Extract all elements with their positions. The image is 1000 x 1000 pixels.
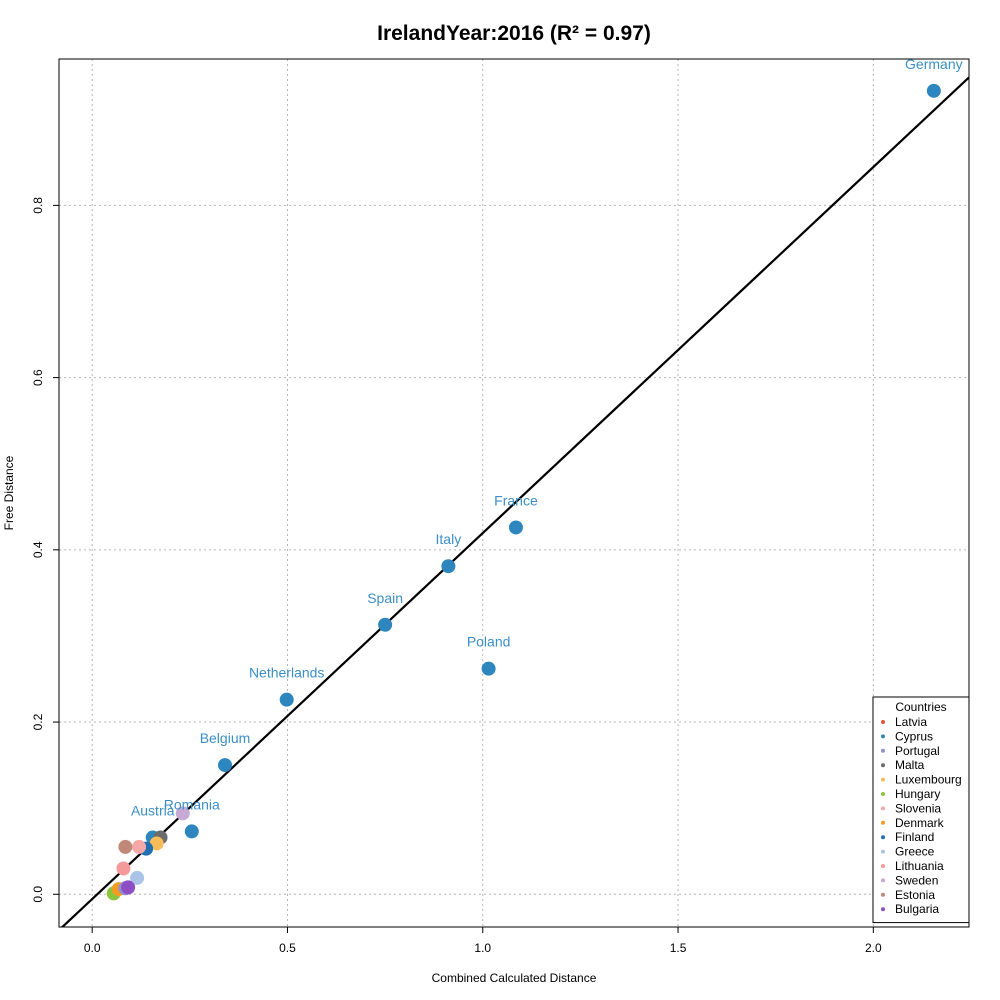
data-point xyxy=(121,880,136,895)
data-point xyxy=(130,870,145,885)
data-point xyxy=(118,839,133,854)
plot-frame xyxy=(58,58,970,928)
data-point xyxy=(926,83,941,98)
legend-swatch xyxy=(881,849,885,854)
data-point xyxy=(132,839,147,854)
point-label: Germany xyxy=(905,56,963,72)
y-tick-label: 0.8 xyxy=(31,197,45,214)
x-axis-label: Combined Calculated Distance xyxy=(432,971,597,985)
legend-item: Estonia xyxy=(895,888,935,902)
y-tick-label: 0.0 xyxy=(31,886,45,903)
legend-item: Lithuania xyxy=(895,859,944,873)
regression-line-group xyxy=(60,76,969,927)
data-points xyxy=(106,83,941,901)
point-label: Poland xyxy=(467,634,511,650)
legend-item: Malta xyxy=(895,758,925,772)
regression-line xyxy=(60,76,969,927)
legend-item: Denmark xyxy=(895,816,945,830)
legend-item: Bulgaria xyxy=(895,902,939,916)
legend-item: Finland xyxy=(895,830,934,844)
x-tick-label: 2.0 xyxy=(865,941,882,955)
axis-ticks: 0.0 0.5 1.0 1.5 2.0 0.0 0.2 0.4 0.6 0.8 xyxy=(31,197,882,955)
legend-swatch xyxy=(881,907,885,912)
point-label: Austria xyxy=(131,802,175,818)
x-tick-label: 0.5 xyxy=(279,941,296,955)
y-tick-label: 0.4 xyxy=(31,541,45,558)
point-label: Netherlands xyxy=(249,665,325,681)
legend-item: Slovenia xyxy=(895,801,941,815)
x-tick-label: 0.0 xyxy=(84,941,101,955)
legend-item: Greece xyxy=(895,845,935,859)
x-tick-label: 1.0 xyxy=(474,941,491,955)
legend-box xyxy=(872,696,970,924)
y-tick-label: 0.2 xyxy=(31,713,45,730)
data-point xyxy=(184,824,199,839)
point-label: France xyxy=(494,492,538,508)
data-point xyxy=(279,692,294,707)
legend-swatch xyxy=(881,720,885,724)
point-label: Italy xyxy=(436,531,462,547)
legend-item: Cyprus xyxy=(895,729,933,743)
legend-swatch xyxy=(881,748,885,753)
legend-swatch xyxy=(881,792,885,796)
data-point xyxy=(378,617,393,632)
chart-title: IrelandYear:2016 (R² = 0.97) xyxy=(377,22,651,45)
y-tick-label: 0.6 xyxy=(31,369,45,386)
legend-swatch xyxy=(881,864,885,868)
data-point xyxy=(217,758,232,773)
legend-swatch xyxy=(881,777,885,782)
data-point xyxy=(508,520,523,535)
legend-swatch xyxy=(881,734,885,739)
legend-item: Sweden xyxy=(895,873,938,887)
y-axis-label: Free Distance xyxy=(2,455,16,530)
data-point xyxy=(441,559,456,574)
legend-swatch xyxy=(881,835,885,840)
point-labels: Germany France Italy Spain Poland Netherlands… xyxy=(131,56,963,819)
legend-item: Latvia xyxy=(895,715,927,729)
point-label: Belgium xyxy=(200,730,251,746)
data-point xyxy=(149,836,164,851)
point-label: Romania xyxy=(164,796,220,812)
legend-swatch xyxy=(881,892,885,897)
legend-swatch xyxy=(881,806,885,811)
data-point xyxy=(175,806,190,821)
legend-swatch xyxy=(881,820,885,825)
grid-lines xyxy=(59,59,969,927)
legend-swatch xyxy=(881,878,885,883)
legend-item: Luxembourg xyxy=(895,773,962,787)
point-label: Spain xyxy=(367,590,403,606)
legend-item: Portugal xyxy=(895,744,940,758)
data-point xyxy=(116,861,131,876)
data-point xyxy=(481,661,496,676)
legend-item: Hungary xyxy=(895,787,940,801)
legend-swatch xyxy=(881,763,885,768)
x-tick-label: 1.5 xyxy=(670,941,687,955)
legend-title: Countries xyxy=(895,700,946,714)
legend: CountriesLatviaCyprusPortugalMaltaLuxemb… xyxy=(872,696,970,924)
